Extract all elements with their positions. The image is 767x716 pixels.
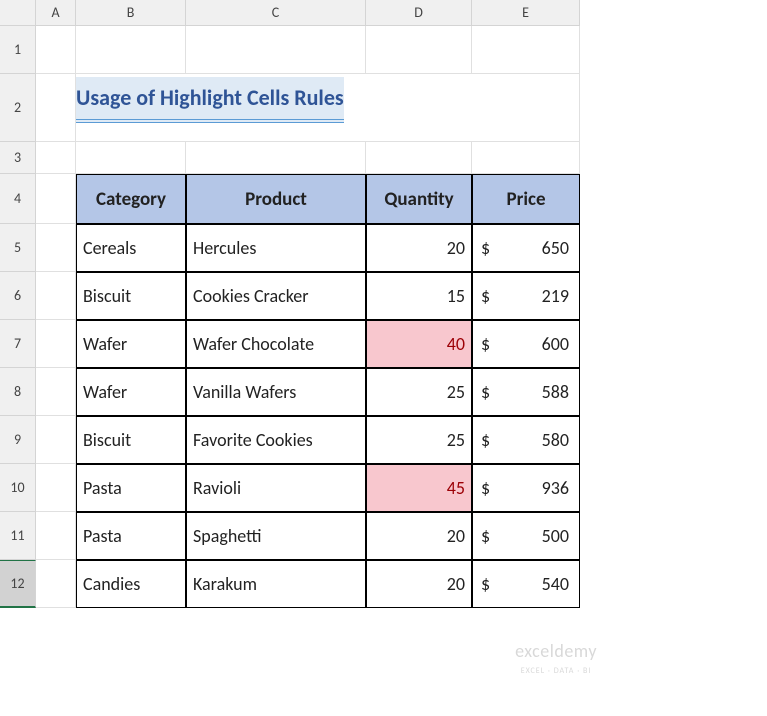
table-row[interactable]: Karakum (186, 560, 366, 608)
table-row[interactable]: Pasta (76, 512, 186, 560)
table-row[interactable]: Wafer (76, 320, 186, 368)
row-header-4[interactable]: 4 (0, 174, 36, 224)
table-row[interactable]: $ 219 (472, 272, 580, 320)
spreadsheet-grid: A B C D E 1 2 3 4 5 6 7 8 9 10 11 12 Usa… (0, 0, 580, 608)
cell-b3[interactable] (76, 142, 186, 174)
cell-e3[interactable] (472, 142, 580, 174)
cell-c1[interactable] (186, 26, 366, 74)
price-value: 600 (542, 333, 569, 355)
currency-symbol: $ (481, 573, 490, 595)
col-header-c[interactable]: C (186, 0, 366, 26)
cell-a1[interactable] (36, 26, 76, 74)
table-row[interactable]: Favorite Cookies (186, 416, 366, 464)
table-row[interactable]: Wafer Chocolate (186, 320, 366, 368)
cell-a11[interactable] (36, 512, 76, 560)
cell-a6[interactable] (36, 272, 76, 320)
row-header-5[interactable]: 5 (0, 224, 36, 272)
cell-d3[interactable] (366, 142, 472, 174)
currency-symbol: $ (481, 285, 490, 307)
table-row[interactable]: $ 580 (472, 416, 580, 464)
table-header-product[interactable]: Product (186, 174, 366, 224)
cell-d1[interactable] (366, 26, 472, 74)
table-row[interactable]: Pasta (76, 464, 186, 512)
watermark: exceldemy EXCEL · DATA · BI (515, 640, 597, 676)
table-row[interactable]: 20 (366, 560, 472, 608)
cell-b1[interactable] (76, 26, 186, 74)
price-value: 936 (542, 477, 569, 499)
table-row[interactable]: Wafer (76, 368, 186, 416)
table-row[interactable]: 20 (366, 512, 472, 560)
cell-c3[interactable] (186, 142, 366, 174)
price-value: 580 (542, 429, 569, 451)
row-header-6[interactable]: 6 (0, 272, 36, 320)
table-header-quantity[interactable]: Quantity (366, 174, 472, 224)
table-row[interactable]: Vanilla Wafers (186, 368, 366, 416)
col-header-a[interactable]: A (36, 0, 76, 26)
table-row[interactable]: Cereals (76, 224, 186, 272)
cell-a9[interactable] (36, 416, 76, 464)
price-value: 588 (542, 381, 569, 403)
table-row[interactable]: 25 (366, 368, 472, 416)
table-header-price[interactable]: Price (472, 174, 580, 224)
col-header-e[interactable]: E (472, 0, 580, 26)
row-header-2[interactable]: 2 (0, 74, 36, 142)
row-header-12[interactable]: 12 (0, 560, 36, 608)
select-all-corner[interactable] (0, 0, 36, 26)
table-row[interactable]: 15 (366, 272, 472, 320)
watermark-tag: EXCEL · DATA · BI (521, 666, 592, 676)
table-row[interactable]: $ 540 (472, 560, 580, 608)
table-header-category[interactable]: Category (76, 174, 186, 224)
row-header-11[interactable]: 11 (0, 512, 36, 560)
row-header-1[interactable]: 1 (0, 26, 36, 74)
table-row[interactable]: $ 936 (472, 464, 580, 512)
row-header-10[interactable]: 10 (0, 464, 36, 512)
page-title: Usage of Highlight Cells Rules (76, 77, 344, 123)
cell-e1[interactable] (472, 26, 580, 74)
cell-a7[interactable] (36, 320, 76, 368)
highlighted-cell[interactable]: 40 (366, 320, 472, 368)
table-row[interactable]: 25 (366, 416, 472, 464)
table-row[interactable]: Biscuit (76, 416, 186, 464)
price-value: 540 (542, 573, 569, 595)
cell-a4[interactable] (36, 174, 76, 224)
cell-a3[interactable] (36, 142, 76, 174)
price-value: 219 (542, 285, 569, 307)
watermark-brand: exceldemy (515, 640, 597, 662)
currency-symbol: $ (481, 237, 490, 259)
currency-symbol: $ (481, 477, 490, 499)
row-header-8[interactable]: 8 (0, 368, 36, 416)
cell-a12[interactable] (36, 560, 76, 608)
table-row[interactable]: $ 588 (472, 368, 580, 416)
table-row[interactable]: Hercules (186, 224, 366, 272)
col-header-b[interactable]: B (76, 0, 186, 26)
row-header-3[interactable]: 3 (0, 142, 36, 174)
cell-a2[interactable] (36, 74, 76, 142)
table-row[interactable]: $ 650 (472, 224, 580, 272)
currency-symbol: $ (481, 429, 490, 451)
cell-a8[interactable] (36, 368, 76, 416)
col-header-d[interactable]: D (366, 0, 472, 26)
currency-symbol: $ (481, 333, 490, 355)
currency-symbol: $ (481, 525, 490, 547)
table-row[interactable]: Biscuit (76, 272, 186, 320)
cell-a5[interactable] (36, 224, 76, 272)
cell-a10[interactable] (36, 464, 76, 512)
title-cell[interactable]: Usage of Highlight Cells Rules (76, 74, 580, 142)
table-row[interactable]: Cookies Cracker (186, 272, 366, 320)
row-header-7[interactable]: 7 (0, 320, 36, 368)
price-value: 500 (542, 525, 569, 547)
row-header-9[interactable]: 9 (0, 416, 36, 464)
table-row[interactable]: Spaghetti (186, 512, 366, 560)
table-row[interactable]: 20 (366, 224, 472, 272)
table-row[interactable]: Ravioli (186, 464, 366, 512)
table-row[interactable]: Candies (76, 560, 186, 608)
price-value: 650 (542, 237, 569, 259)
table-row[interactable]: $ 500 (472, 512, 580, 560)
highlighted-cell[interactable]: 45 (366, 464, 472, 512)
table-row[interactable]: $ 600 (472, 320, 580, 368)
currency-symbol: $ (481, 381, 490, 403)
